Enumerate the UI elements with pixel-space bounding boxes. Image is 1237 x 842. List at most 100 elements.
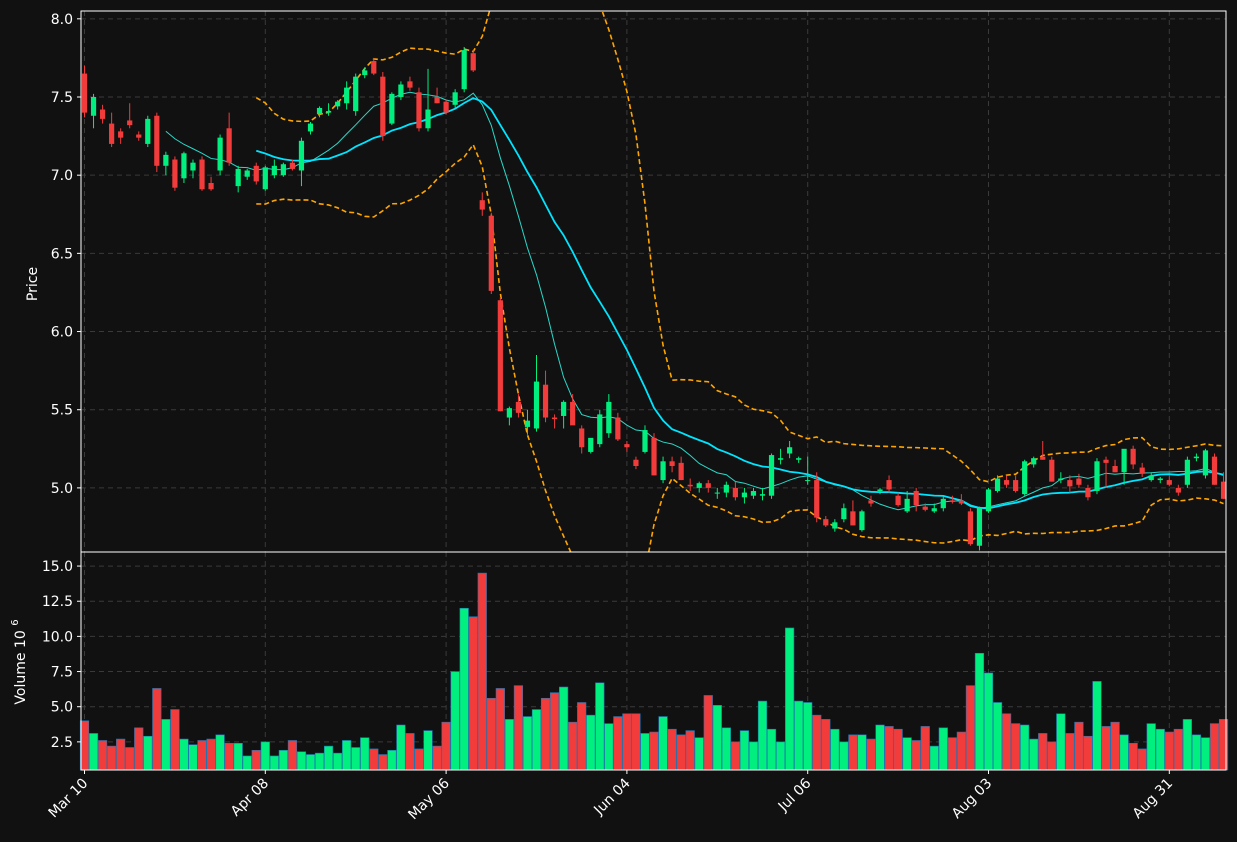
ma-slow-line (255, 97, 1224, 510)
candle-body (208, 182, 214, 190)
candle-body (1220, 481, 1226, 499)
candle-body (1148, 475, 1154, 481)
candle-body (1139, 467, 1145, 474)
volume-bar (658, 716, 668, 771)
candle-body (217, 137, 223, 171)
candle-body (90, 96, 97, 116)
candle-body (1031, 458, 1037, 465)
candle-body (362, 70, 368, 76)
volume-bar (278, 750, 288, 771)
price-axis-label: Price (25, 267, 41, 301)
candle-body (787, 447, 793, 454)
candle-body (904, 498, 910, 512)
volume-bar (830, 728, 840, 771)
candle-body (145, 118, 151, 144)
candle-body (1103, 459, 1109, 463)
candle-body (461, 50, 467, 90)
candle-body (633, 459, 639, 467)
candle-body (226, 128, 232, 163)
volume-bar (1011, 723, 1021, 771)
price-tick-label: 5.5 (51, 403, 73, 419)
lower-band-line (256, 142, 1224, 552)
candle-body (118, 131, 124, 138)
candle-body (940, 498, 946, 509)
volume-bar (97, 740, 108, 771)
volume-bar (342, 740, 352, 771)
volume-bar (170, 709, 180, 771)
volume-bar (269, 755, 279, 771)
candle-body (814, 480, 820, 518)
volume-bar (161, 719, 171, 771)
volume-bar (992, 702, 1003, 771)
volume-bar (866, 738, 876, 771)
volume-bar (351, 747, 361, 771)
candle-body (877, 489, 883, 492)
volume-bar (965, 685, 976, 771)
volume-bar (766, 728, 777, 771)
candle-body (1049, 459, 1055, 482)
volume-bar (875, 724, 885, 771)
x-tick-label: Jul 06 (775, 775, 815, 815)
candle-body (235, 168, 241, 187)
volume-bar (495, 688, 505, 771)
volume-bar (450, 671, 460, 771)
candle-body (1040, 456, 1046, 460)
volume-bar (1038, 733, 1048, 771)
volume-bar (1119, 734, 1129, 771)
volume-tick-label: 7.5 (51, 665, 73, 681)
volume-bar (893, 728, 903, 771)
volume-bar (1074, 721, 1084, 771)
candle-body (271, 165, 277, 176)
candle-body (425, 109, 431, 129)
volume-bar (739, 730, 750, 771)
volume-bar (323, 745, 334, 771)
candle-body (931, 508, 937, 512)
volume-bar (848, 734, 858, 771)
volume-bar (522, 716, 533, 771)
candle-body (985, 489, 992, 512)
volume-bar (803, 702, 813, 771)
volume-bar (1155, 728, 1165, 771)
candle-body (344, 87, 350, 104)
candle-body (542, 384, 549, 418)
candle-body (452, 92, 458, 105)
candle-body (163, 154, 169, 166)
candle-body (1202, 450, 1209, 476)
volume-bar (1101, 726, 1111, 771)
volume-tick-label: 5.0 (51, 700, 73, 716)
candle-body (1130, 448, 1136, 465)
volume-bar (1200, 737, 1211, 771)
candle-body (732, 487, 738, 498)
candle-body (615, 417, 621, 440)
bollinger-bands (255, 11, 1224, 552)
candle-body (154, 115, 160, 166)
candle-body (922, 506, 928, 510)
volume-bar (540, 697, 551, 771)
volume-bar (1056, 713, 1066, 771)
candle-body (1013, 480, 1019, 492)
candle-body (253, 165, 259, 182)
volume-bar (1029, 738, 1039, 771)
volume-axis-label: Volume 10 6 (10, 619, 29, 704)
volume-bar (694, 737, 704, 771)
candle-body (561, 401, 567, 416)
candle-body (705, 483, 711, 488)
x-tick-label: Jun 04 (590, 775, 633, 818)
volume-bar (251, 750, 261, 771)
candle-body (1067, 480, 1073, 487)
candle-body (976, 508, 983, 546)
volume-bar (631, 713, 641, 771)
candle-body (443, 101, 449, 113)
price-tick-label: 7.0 (51, 168, 73, 184)
volume-bar (929, 745, 939, 771)
candle-body (768, 455, 775, 496)
volume-bar (549, 692, 560, 771)
volume-bar (468, 616, 478, 771)
volume-bar (1173, 728, 1183, 771)
volume-panel-frame (80, 551, 1227, 771)
candle-body (1193, 456, 1200, 459)
volume-bar (197, 740, 207, 771)
candle-body (579, 428, 585, 448)
volume-bar (143, 735, 153, 771)
volume-bar (640, 733, 650, 771)
